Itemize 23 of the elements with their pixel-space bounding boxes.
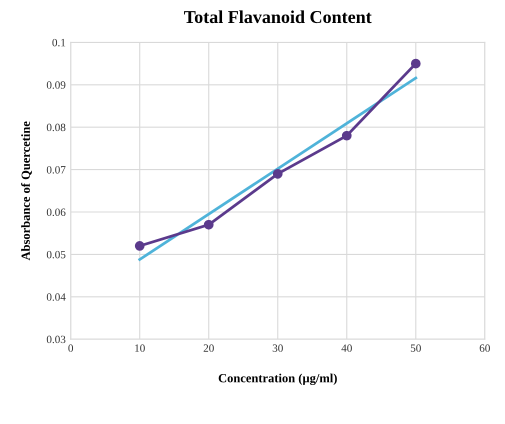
x-axis-title: Concentration (µg/ml) xyxy=(218,374,337,386)
x-tick-label: 50 xyxy=(410,344,421,352)
y-tick-label: 0.1 xyxy=(52,38,66,46)
y-axis-title: Absorbance of Quercetine xyxy=(21,121,32,260)
y-tick-label: 0.03 xyxy=(46,336,66,344)
x-tick-label: 0 xyxy=(68,344,74,352)
x-tick-label: 60 xyxy=(480,344,490,352)
x-tick-label: 40 xyxy=(341,344,352,352)
y-tick-label: 0.08 xyxy=(46,124,66,132)
x-tick-label: 30 xyxy=(272,344,283,352)
y-tick-label: 0.06 xyxy=(46,208,66,216)
point xyxy=(204,220,214,230)
y-tick-label: 0.05 xyxy=(46,250,66,258)
point xyxy=(272,168,283,179)
y-tick-label: 0.04 xyxy=(46,293,66,301)
point xyxy=(342,130,352,141)
y-tick-label: 0.07 xyxy=(46,166,66,174)
y-tick-label: 0.09 xyxy=(46,81,66,89)
point xyxy=(410,58,421,68)
x-tick-label: 10 xyxy=(135,344,145,352)
point xyxy=(134,241,145,251)
chart-title: Total Flavanoid Content xyxy=(184,10,372,24)
x-tick-label: 20 xyxy=(204,344,214,352)
